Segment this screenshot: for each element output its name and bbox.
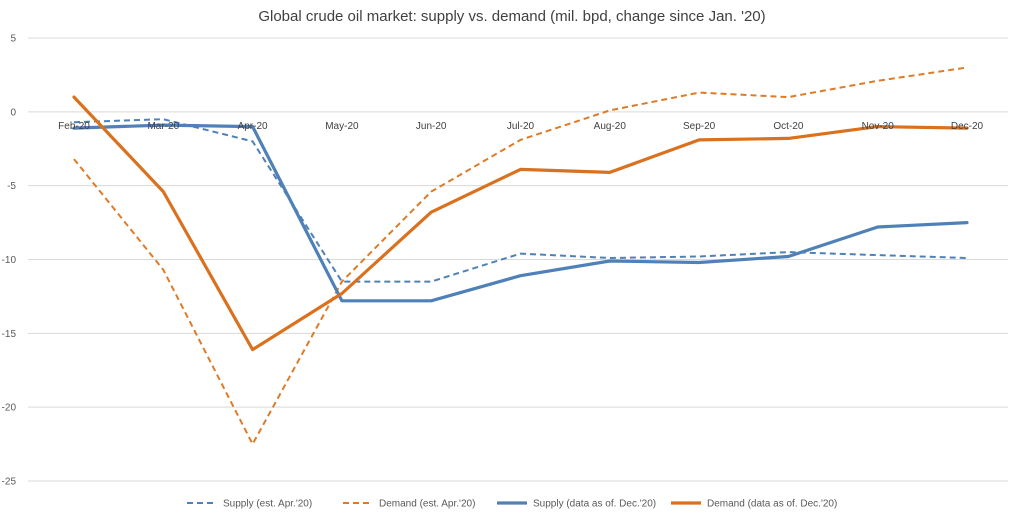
legend-entry-3: Supply (data as of. Dec.'20) <box>533 499 656 510</box>
x-tick-label: Apr-20 <box>238 121 268 132</box>
x-axis-labels: Feb-20 Mar-20 Apr-20 May-20 Jun-20 Jul-20 Aug-… <box>58 121 983 132</box>
x-tick-label: Jun-20 <box>416 121 447 132</box>
legend-entry-1: Supply (est. Apr.'20) <box>223 499 312 510</box>
y-tick-label: -5 <box>7 181 16 192</box>
y-tick-label: -20 <box>2 403 17 414</box>
chart-title: Global crude oil market: supply vs. dema… <box>258 8 765 25</box>
y-axis: 5 0 -5 -10 -15 -20 -25 <box>2 34 17 488</box>
series-line-3 <box>72 123 969 303</box>
series-line-2 <box>73 66 968 446</box>
x-tick-label: Sep-20 <box>683 121 716 132</box>
x-tick-label: Nov-20 <box>862 121 895 132</box>
x-tick-label: Aug-20 <box>594 121 627 132</box>
y-tick-label: 5 <box>10 34 16 45</box>
y-tick-label: -25 <box>2 477 17 488</box>
y-tick-label: -15 <box>2 329 17 340</box>
series-line-1 <box>73 118 968 283</box>
gridlines <box>28 37 1008 482</box>
x-tick-label: Dec-20 <box>951 121 984 132</box>
y-tick-label: -10 <box>2 255 17 266</box>
legend-entry-4: Demand (data as of. Dec.'20) <box>707 499 837 510</box>
legend-entry-2: Demand (est. Apr.'20) <box>379 499 475 510</box>
series-line-4 <box>72 95 969 352</box>
y-tick-label: 0 <box>10 107 16 118</box>
x-tick-label: Oct-20 <box>773 121 803 132</box>
legend: Supply (est. Apr.'20) Demand (est. Apr.'2… <box>187 499 837 510</box>
x-tick-label: May-20 <box>325 121 359 132</box>
series-lines <box>72 66 969 446</box>
x-tick-label: Feb-20 <box>58 121 90 132</box>
x-tick-label: Mar-20 <box>147 121 179 132</box>
x-tick-label: Jul-20 <box>507 121 535 132</box>
